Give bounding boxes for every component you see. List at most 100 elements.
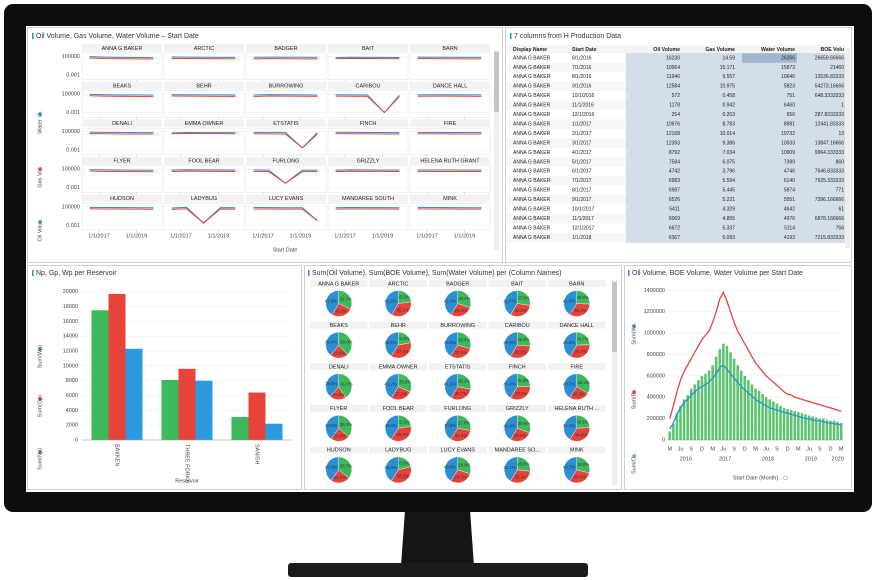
cell-header — [310, 446, 368, 454]
pie-slice — [457, 290, 471, 308]
y-tick-label: 1400000 — [644, 288, 665, 294]
table-cell: 8981 — [784, 121, 795, 127]
slice-label: 20.9% — [397, 461, 409, 466]
table-cell: 8792 — [669, 150, 680, 156]
monitor-neck — [401, 510, 474, 566]
pie-slice — [504, 331, 518, 357]
cell-header — [410, 156, 490, 165]
slice-label: 41.4% — [503, 423, 515, 428]
bar — [797, 412, 800, 440]
cell-name: LADYBUG — [385, 448, 411, 454]
legend-label: Sum(W... — [631, 322, 637, 345]
cell-name: FURLONG — [444, 406, 471, 412]
table-cell: ANNA G BAKER — [513, 84, 551, 90]
scrollbar-thumb[interactable] — [494, 52, 499, 112]
cell-name: FIRE — [570, 364, 583, 370]
table-cell: 4193 — [784, 235, 795, 241]
x-tick-label: Ju — [763, 446, 769, 452]
cell-name: ANNA G BAKER — [102, 46, 143, 52]
y-tick-label: 0.001 — [66, 148, 80, 154]
x-axis-title: Reservoir — [175, 478, 199, 484]
table-cell: ANNA G BAKER — [513, 103, 551, 109]
x-tick-label: 1/1/2019 — [454, 233, 475, 239]
table-cell: 4/1/2017 — [572, 150, 592, 156]
bar — [754, 388, 757, 440]
x-tick-label: D — [786, 446, 790, 452]
slice-label: 31.6% — [399, 379, 411, 384]
table-cell: 9/1/2017 — [572, 197, 592, 203]
y-tick-label: 4000 — [66, 408, 78, 414]
table-cell: 7/1/2016 — [572, 65, 592, 71]
cell-name: BURROWING — [440, 323, 475, 329]
y-tick-label: 0.001 — [66, 223, 80, 229]
slice-label: 41.6% — [384, 299, 396, 304]
pie-slice — [457, 456, 471, 475]
table-cell: ANNA G BAKER — [513, 150, 551, 156]
pie-slice — [385, 456, 399, 482]
legend-label: Gas Vo... — [37, 165, 43, 188]
x-tick-label: Ju — [678, 446, 684, 452]
table-cell: 9/1/2016 — [572, 84, 592, 90]
slice-label: 35.1% — [397, 307, 409, 312]
cell-header — [328, 119, 408, 128]
cell-header — [328, 81, 408, 90]
x-tick-label: S — [732, 446, 736, 452]
table-cell: ANNA G BAKER — [513, 55, 551, 61]
slice-label: 22.5% — [397, 419, 409, 424]
scrollbar-thumb[interactable] — [612, 282, 617, 352]
cell-header — [82, 44, 162, 52]
slice-label: 41.4% — [503, 382, 515, 387]
table-cell: 7584 — [669, 159, 680, 165]
table-header: Gas Volume — [705, 47, 735, 53]
table-header: Display Name — [513, 47, 547, 53]
x-tick-label: D — [829, 446, 833, 452]
scrollbar[interactable] — [494, 50, 499, 250]
cell-name: FURLONG — [273, 159, 300, 165]
cell-header — [82, 156, 162, 165]
x-axis-title: Start Date — [273, 247, 298, 253]
cell-header — [164, 194, 244, 203]
cell-name: DANCE HALL — [433, 83, 468, 89]
table-cell: 5.594 — [722, 178, 735, 184]
dashboard: Oil Volume, Gas Volume, Water Volume – S… — [32, 33, 845, 484]
x-tick-label: 1/1/2019 — [290, 233, 311, 239]
y-tick-label: 0 — [75, 437, 78, 443]
cell-name: EMMA OWNER — [379, 364, 418, 370]
pie-slice — [390, 466, 412, 484]
x-group-label: 2016 — [680, 456, 692, 462]
slice-label: 26.5% — [335, 308, 347, 313]
table-cell: 26266 — [781, 55, 795, 61]
cell-header — [164, 119, 244, 128]
bar — [818, 418, 822, 440]
bar — [697, 380, 700, 440]
table-cell: 16230 — [666, 55, 680, 61]
cell-header — [410, 194, 490, 203]
scrollbar[interactable] — [612, 280, 617, 485]
table-header: Oil Volume — [653, 47, 680, 53]
cell-header — [369, 446, 427, 454]
x-tick-label: 1/1/2017 — [334, 233, 355, 239]
bar — [743, 375, 747, 440]
bar — [195, 380, 213, 440]
table-row-stripe — [507, 157, 626, 167]
cell-header — [310, 363, 368, 371]
table-cell: 10732 — [781, 131, 795, 137]
cell-name: BEHR — [196, 83, 211, 89]
table-header-bg — [507, 45, 845, 53]
bar — [807, 415, 811, 440]
bar — [689, 388, 693, 440]
table-cell: 648.3333333 — [815, 93, 844, 99]
slice-label: 24.2% — [334, 475, 346, 480]
bar — [811, 416, 814, 440]
cell-header — [246, 194, 326, 203]
slice-label: 38.2% — [397, 474, 409, 479]
slice-label: 23.3% — [398, 295, 410, 300]
series-line — [89, 95, 154, 98]
bar — [761, 394, 764, 440]
x-group-label: 2018 — [762, 456, 774, 462]
bar — [775, 403, 779, 440]
x-tick-label: THREE FORKS — [184, 444, 190, 483]
series-line — [89, 131, 154, 134]
scrollbar[interactable] — [845, 48, 850, 248]
cell-name: DANCE HALL — [559, 323, 594, 329]
